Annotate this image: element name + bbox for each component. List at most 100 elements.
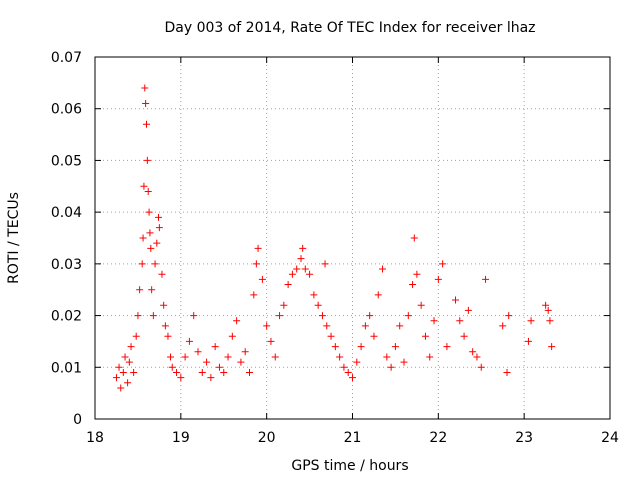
data-point (132, 332, 140, 340)
x-tick-label: 18 (86, 430, 104, 446)
x-tick-label: 24 (601, 430, 619, 446)
data-point (310, 291, 318, 299)
data-point (211, 343, 219, 351)
data-point (299, 244, 307, 252)
x-tick-label: 23 (515, 430, 533, 446)
data-point (136, 286, 144, 294)
data-point (383, 353, 391, 361)
data-point (143, 156, 151, 164)
data-point (134, 312, 142, 320)
data-point (276, 312, 284, 320)
x-axis-label: GPS time / hours (291, 458, 408, 474)
data-point (160, 301, 168, 309)
data-point (124, 379, 132, 387)
data-point (297, 255, 305, 263)
data-point (524, 337, 532, 345)
data-point (413, 270, 421, 278)
data-point (284, 281, 292, 289)
data-point (361, 322, 369, 330)
data-point (149, 312, 157, 320)
data-point (267, 337, 275, 345)
data-point (323, 322, 331, 330)
data-point (426, 353, 434, 361)
data-point (130, 368, 138, 376)
x-tick-label: 21 (344, 430, 362, 446)
data-point (473, 353, 481, 361)
x-tick-label: 22 (429, 430, 447, 446)
data-point (148, 286, 156, 294)
data-point (233, 317, 241, 325)
data-point (321, 260, 329, 268)
data-point (331, 343, 339, 351)
y-tick-label: 0.07 (51, 50, 82, 66)
data-point (254, 244, 262, 252)
data-point (379, 265, 387, 273)
data-point (237, 358, 245, 366)
data-point (161, 322, 169, 330)
data-point (404, 312, 412, 320)
data-point (185, 337, 193, 345)
data-point (173, 368, 181, 376)
data-point (503, 368, 511, 376)
data-point (301, 265, 309, 273)
data-point (430, 317, 438, 325)
data-point (151, 260, 159, 268)
data-point (460, 332, 468, 340)
data-point (482, 275, 490, 283)
data-point (144, 187, 152, 195)
data-point (387, 363, 395, 371)
data-point (340, 363, 348, 371)
data-point (409, 281, 417, 289)
data-point (220, 368, 228, 376)
data-point (349, 374, 356, 382)
data-point (140, 182, 148, 190)
x-axis-ticks: 18 19 20 21 22 23 24 (86, 57, 619, 446)
y-tick-label: 0.06 (51, 102, 82, 118)
data-point (164, 332, 172, 340)
data-point (147, 244, 155, 252)
data-point (119, 368, 127, 376)
data-point (452, 296, 459, 304)
data-point (318, 312, 326, 320)
y-tick-label: 0.01 (51, 360, 82, 376)
data-point (155, 224, 163, 232)
data-point (250, 291, 258, 299)
data-point (153, 239, 161, 247)
data-point (548, 343, 556, 351)
y-axis-ticks: 0 0.01 0.02 0.03 0.04 0.05 0.06 0.07 (51, 50, 610, 428)
data-point (542, 301, 550, 309)
data-point (391, 343, 399, 351)
chart-title: Day 003 of 2014, Rate Of TEC Index for r… (164, 20, 535, 36)
data-point (203, 358, 211, 366)
data-point (327, 332, 335, 340)
data-point (357, 343, 365, 351)
data-point (115, 363, 123, 371)
data-point (336, 353, 344, 361)
data-point (344, 368, 352, 376)
y-tick-label: 0 (73, 412, 82, 428)
data-point (288, 270, 296, 278)
data-points (112, 84, 556, 392)
data-point (142, 100, 150, 108)
y-tick-label: 0.02 (51, 309, 82, 325)
data-point (505, 312, 513, 320)
data-point (396, 322, 404, 330)
data-point (121, 353, 129, 361)
data-point (434, 275, 442, 283)
data-point (258, 275, 266, 283)
data-point (168, 363, 176, 371)
data-point (246, 368, 253, 376)
data-point (181, 353, 189, 361)
data-point (477, 363, 485, 371)
data-point (366, 312, 374, 320)
data-point (194, 348, 202, 356)
data-point (141, 84, 149, 92)
y-tick-label: 0.05 (51, 153, 82, 169)
data-point (439, 260, 447, 268)
data-point (228, 332, 236, 340)
data-point (158, 270, 166, 278)
data-point (145, 208, 153, 216)
data-point (138, 260, 146, 268)
data-point (293, 265, 301, 273)
y-axis-label: ROTI / TECUs (6, 192, 22, 284)
